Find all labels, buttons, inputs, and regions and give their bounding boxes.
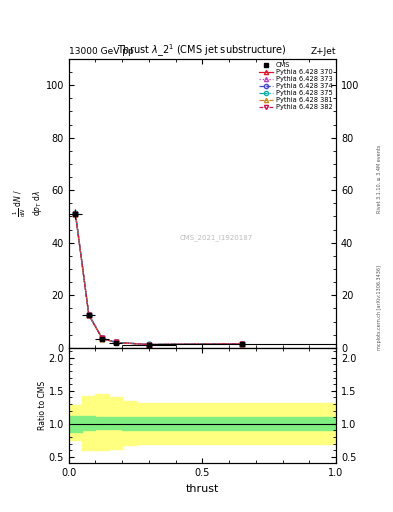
Text: Z+Jet: Z+Jet <box>310 47 336 56</box>
Y-axis label: $\frac{1}{\mathrm{d}N}$ $\mathrm{d}N$ /
$\mathrm{d}p_T$ $\mathrm{d}\lambda$: $\frac{1}{\mathrm{d}N}$ $\mathrm{d}N$ / … <box>11 189 44 218</box>
Title: Thrust $\lambda\_2^1$ (CMS jet substructure): Thrust $\lambda\_2^1$ (CMS jet substruct… <box>118 42 287 59</box>
Text: 13000 GeV pp: 13000 GeV pp <box>69 47 134 56</box>
Y-axis label: Ratio to CMS: Ratio to CMS <box>38 381 47 430</box>
X-axis label: thrust: thrust <box>186 484 219 494</box>
Text: Rivet 3.1.10, ≥ 3.4M events: Rivet 3.1.10, ≥ 3.4M events <box>377 145 382 214</box>
Text: CMS_2021_I1920187: CMS_2021_I1920187 <box>179 234 252 241</box>
Text: mcplots.cern.ch [arXiv:1306.3436]: mcplots.cern.ch [arXiv:1306.3436] <box>377 265 382 350</box>
Legend: CMS, Pythia 6.428 370, Pythia 6.428 373, Pythia 6.428 374, Pythia 6.428 375, Pyt: CMS, Pythia 6.428 370, Pythia 6.428 373,… <box>257 61 334 112</box>
